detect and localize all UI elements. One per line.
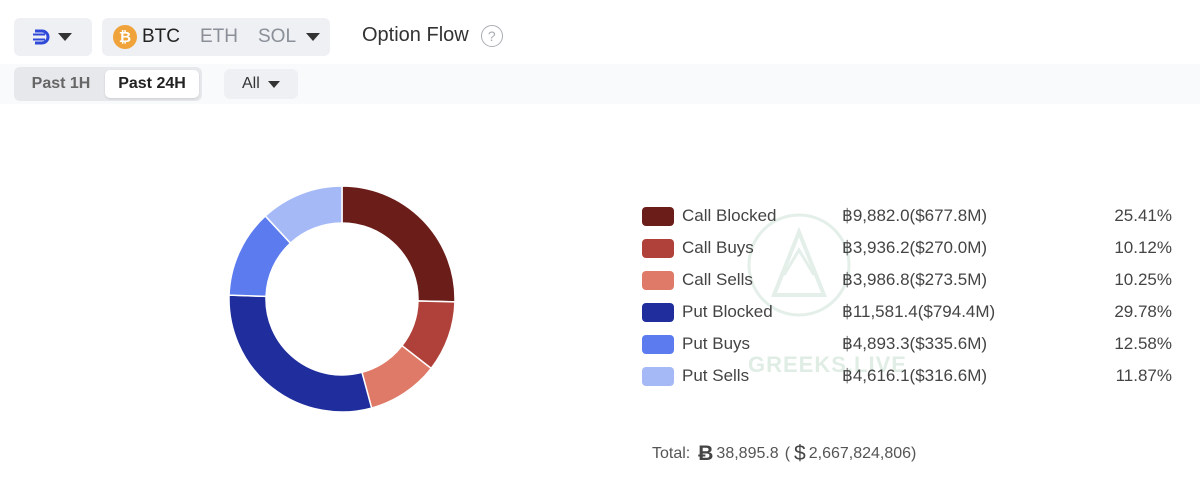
legend-label: Call Blocked — [682, 206, 777, 225]
type-filter-label: All — [242, 75, 260, 92]
legend-swatch — [642, 270, 674, 290]
legend-row[interactable]: Call Sells ฿3,986.8($273.5M) 10.25% — [642, 264, 1182, 296]
total-paren: ( — [784, 445, 791, 462]
top-toolbar: ₿ BTC ETH SOL Option Flow ? — [0, 0, 1200, 64]
coin-option-sol[interactable]: SOL — [258, 26, 296, 48]
total-summary: Total: Ƀ 38,895.8 ( $ 2,667,824,806) — [652, 442, 916, 466]
legend-label: Put Buys — [682, 334, 751, 353]
total-usd-value: 2,667,824,806) — [808, 445, 917, 462]
legend-value: ฿3,986.8($273.5M) — [842, 270, 988, 289]
legend-value: ฿9,882.0($677.8M) — [842, 206, 988, 225]
legend-percent: 29.78% — [1114, 302, 1172, 321]
coin-option-eth[interactable]: ETH — [200, 26, 238, 48]
option-flow-donut-chart — [228, 185, 456, 413]
legend-label: Call Sells — [682, 270, 753, 289]
bitcoin-symbol-icon: Ƀ — [698, 442, 714, 465]
chevron-down-icon — [267, 80, 280, 88]
question-circle-icon[interactable]: ? — [480, 24, 503, 47]
legend-percent: 11.87% — [1115, 366, 1172, 385]
watermark-text: GREEKS.LIVE — [748, 352, 907, 377]
legend-swatch — [642, 206, 674, 226]
legend-value: ฿3,936.2($270.0M) — [842, 238, 988, 257]
dollar-symbol-icon: $ — [794, 442, 806, 465]
watermark-logo-icon — [747, 213, 851, 317]
coin-label: SOL — [258, 26, 297, 47]
legend-row[interactable]: Put Sells ฿4,616.1($316.6M) 11.87% — [642, 360, 1182, 392]
time-option-1h[interactable]: Past 1H — [31, 75, 91, 92]
bitcoin-icon: ₿ — [113, 25, 137, 49]
coin-option-btc[interactable]: ₿ BTC — [113, 25, 180, 49]
donut-slice-put-blocked[interactable] — [228, 294, 373, 413]
legend-label: Call Buys — [682, 238, 754, 257]
coin-label: ETH — [200, 26, 238, 47]
legend-percent: 10.12% — [1114, 238, 1172, 257]
exchange-select[interactable] — [14, 18, 92, 56]
type-filter-select[interactable]: All — [224, 69, 298, 99]
legend-row[interactable]: Call Buys ฿3,936.2($270.0M) 10.12% — [642, 232, 1182, 264]
legend-label: Put Blocked — [682, 302, 773, 321]
page-title: Option Flow — [362, 24, 469, 46]
total-label: Total: — [652, 445, 691, 462]
donut-slice-call-blocked[interactable] — [341, 185, 456, 303]
coin-label: BTC — [142, 26, 180, 47]
legend-swatch — [642, 238, 674, 258]
title-area: Option Flow ? — [362, 24, 503, 47]
legend-value: ฿4,893.3($335.6M) — [842, 334, 988, 353]
legend-percent: 25.41% — [1114, 206, 1172, 225]
legend-row[interactable]: Put Buys ฿4,893.3($335.6M) 12.58% — [642, 328, 1182, 360]
time-range-toggle: Past 1H Past 24H — [14, 67, 202, 101]
deribit-logo-icon — [33, 29, 50, 45]
legend-percent: 12.58% — [1114, 334, 1172, 353]
legend-label: Put Sells — [682, 366, 750, 385]
time-option-24h[interactable]: Past 24H — [105, 70, 199, 98]
legend-table: Call Blocked ฿9,882.0($677.8M) 25.41% Call … — [642, 200, 1182, 392]
legend-value: ฿11,581.4($794.4M) — [842, 302, 996, 321]
legend-swatch — [642, 302, 674, 322]
filter-bar: Past 1H Past 24H All — [0, 64, 1200, 104]
legend-swatch — [642, 334, 674, 354]
legend-row[interactable]: Put Blocked ฿11,581.4($794.4M) 29.78% — [642, 296, 1182, 328]
legend-value: ฿4,616.1($316.6M) — [842, 366, 988, 385]
legend-percent: 10.25% — [1114, 270, 1172, 289]
total-btc-value: 38,895.8 — [716, 445, 779, 462]
donut-slice-put-sells[interactable] — [264, 185, 343, 245]
coin-selector: ₿ BTC ETH SOL — [102, 18, 330, 56]
legend-swatch — [642, 366, 674, 386]
legend-row[interactable]: Call Blocked ฿9,882.0($677.8M) 25.41% — [642, 200, 1182, 232]
chevron-down-icon — [58, 33, 72, 41]
chevron-down-icon[interactable] — [306, 33, 321, 41]
